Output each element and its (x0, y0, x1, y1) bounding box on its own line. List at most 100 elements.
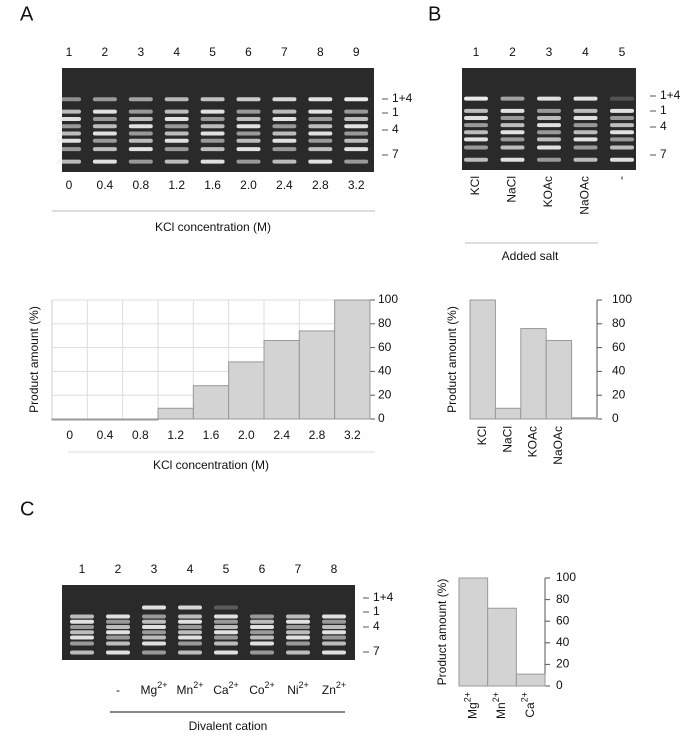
gel-band (573, 137, 598, 142)
gel-band (128, 138, 153, 143)
bar (298, 330, 336, 420)
condition-label: Ni2+ (287, 680, 309, 697)
x-tick-label: KCl (475, 426, 489, 445)
gel-band (272, 147, 297, 152)
gel-band (70, 619, 94, 624)
gel-band (92, 116, 117, 121)
y-tick-label: 0 (556, 678, 563, 692)
condition-label: 1.6 (204, 178, 221, 192)
gel-band (178, 641, 202, 646)
x-tick-label: Mn2+ (491, 692, 508, 719)
gel-band (500, 137, 525, 142)
gel-band (272, 138, 297, 143)
gel-band (70, 641, 94, 646)
gel-band (308, 138, 333, 143)
gel-band (200, 131, 225, 136)
condition-label: 3.2 (348, 178, 365, 192)
gel-band (92, 138, 117, 143)
lane-number: 5 (619, 45, 626, 59)
gel-band (344, 147, 369, 152)
gel-band (178, 614, 202, 619)
panel-label: B (428, 3, 441, 25)
gel-band (70, 635, 94, 640)
x-tick-label: 2.0 (238, 428, 255, 442)
gel-band (164, 147, 189, 152)
lane-number: 9 (353, 45, 360, 59)
gel-band (92, 159, 117, 164)
gel-band (610, 115, 634, 120)
gel-band (322, 650, 346, 655)
y-tick-label: 40 (612, 364, 626, 378)
x-tick-label: 0 (66, 428, 73, 442)
gel-band (308, 109, 333, 114)
gel-caption: Divalent cation (189, 719, 268, 733)
gel-band (236, 131, 261, 136)
gel-band (250, 625, 274, 629)
gel-band (344, 159, 369, 164)
gel-band (128, 116, 153, 121)
y-tick-label: 80 (378, 316, 392, 330)
y-tick-label: 20 (556, 657, 570, 671)
gel-band (236, 97, 261, 102)
gel-band (308, 97, 333, 102)
gel-band (164, 138, 189, 143)
gel-band (573, 157, 598, 162)
y-tick-label: 40 (556, 635, 570, 649)
lane-number: 3 (151, 562, 158, 576)
gel-band (142, 614, 166, 619)
gel-band (128, 159, 153, 164)
gel-band (610, 123, 634, 128)
gel-band (128, 97, 153, 102)
lane-number: 4 (187, 562, 194, 576)
gel-band (106, 614, 130, 619)
gel-band (286, 641, 310, 646)
x-tick-label: Mg2+ (463, 692, 480, 719)
gel-band (464, 157, 488, 162)
gel-band (610, 108, 634, 113)
gel-band (178, 635, 202, 640)
bar (520, 328, 547, 420)
condition-label: Co2+ (249, 680, 275, 697)
gel-band (500, 157, 525, 162)
band-label: 7 (392, 147, 399, 161)
condition-label: 2.4 (276, 178, 293, 192)
y-tick-label: 40 (378, 364, 392, 378)
bar (545, 339, 573, 420)
lane-number: 4 (582, 45, 589, 59)
gel-band (344, 124, 369, 129)
gel-band (286, 630, 310, 635)
gel-band (178, 605, 202, 610)
bar (515, 673, 546, 687)
bar (494, 407, 522, 420)
condition-label: 2.8 (312, 178, 329, 192)
gel-band (250, 641, 274, 646)
band-label: 1+4 (660, 88, 681, 102)
gel-band (272, 116, 297, 121)
gel-band (537, 157, 561, 162)
gel-band (92, 147, 117, 152)
gel-band (70, 650, 94, 655)
x-tick-label: NaOAc (551, 426, 565, 465)
gel-band (128, 147, 153, 152)
y-tick-label: 0 (612, 411, 619, 425)
bar (263, 339, 300, 420)
bar (458, 577, 489, 687)
gel-band (142, 650, 166, 655)
gel-band (236, 109, 261, 114)
bar (122, 418, 159, 421)
gel-band (106, 619, 130, 624)
gel-band (92, 109, 117, 114)
bar (228, 361, 265, 420)
condition-label: Zn2+ (322, 680, 346, 697)
gel-band (142, 641, 166, 646)
gel-band (57, 124, 81, 129)
gel-band (214, 614, 238, 619)
gel-band (128, 109, 153, 114)
gel-band (57, 138, 81, 143)
gel-band (236, 124, 261, 129)
gel-band (286, 614, 310, 619)
gel-band (537, 137, 561, 142)
gel-image (62, 585, 355, 660)
gel-band (236, 159, 261, 164)
bar (192, 385, 230, 420)
